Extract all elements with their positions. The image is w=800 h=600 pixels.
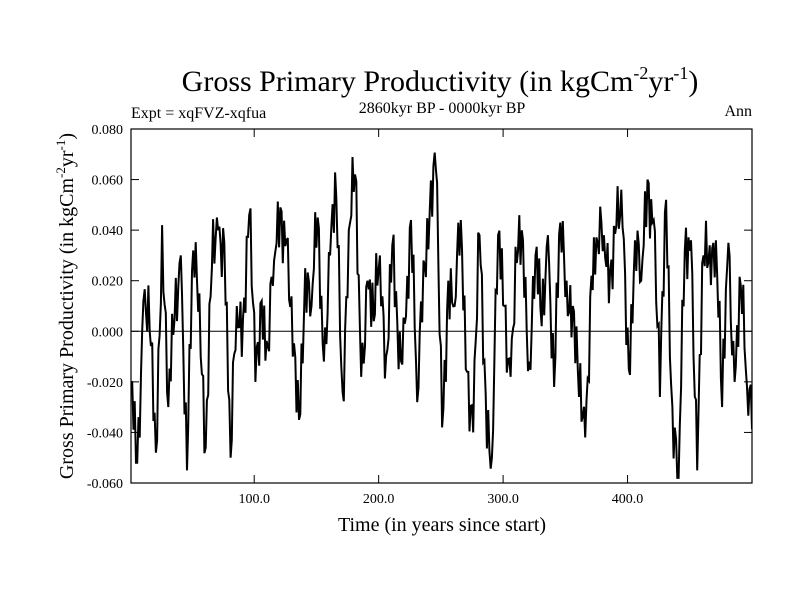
plot-frame: [130, 128, 753, 484]
y-tick-label: -0.020: [87, 376, 123, 391]
x-tick-label: 400.0: [612, 492, 644, 507]
season-label: Ann: [724, 103, 752, 120]
y-tick-label: 0.060: [92, 174, 124, 189]
x-tick-label: 200.0: [363, 492, 395, 507]
x-axis: 100.0 200.0 300.0 400.0: [238, 129, 643, 507]
y-tick-label: 0.000: [92, 325, 124, 340]
x-tick-label: 300.0: [487, 492, 519, 507]
chart-title: Gross Primary Productivity (in kgCm-2yr-…: [182, 63, 699, 98]
experiment-label: Expt = xqFVZ-xqfua: [131, 105, 266, 122]
y-tick-label: 0.080: [92, 123, 124, 138]
y-tick-label: -0.060: [87, 477, 123, 492]
time-range-label: 2860kyr BP - 0000kyr BP: [359, 100, 526, 117]
x-axis-label: Time (in years since start): [338, 514, 546, 536]
y-tick-label: 0.040: [92, 224, 124, 239]
y-tick-label: -0.040: [87, 426, 123, 441]
y-tick-label: 0.020: [92, 275, 124, 290]
y-axis: -0.060 -0.040 -0.020 0.000 0.020 0.040 0.060 0.…: [87, 123, 752, 492]
x-tick-label: 100.0: [238, 492, 270, 507]
y-axis-label: Gross Primary Productivity (in kgCm-2yr-…: [53, 133, 78, 479]
series-line: [131, 152, 752, 479]
